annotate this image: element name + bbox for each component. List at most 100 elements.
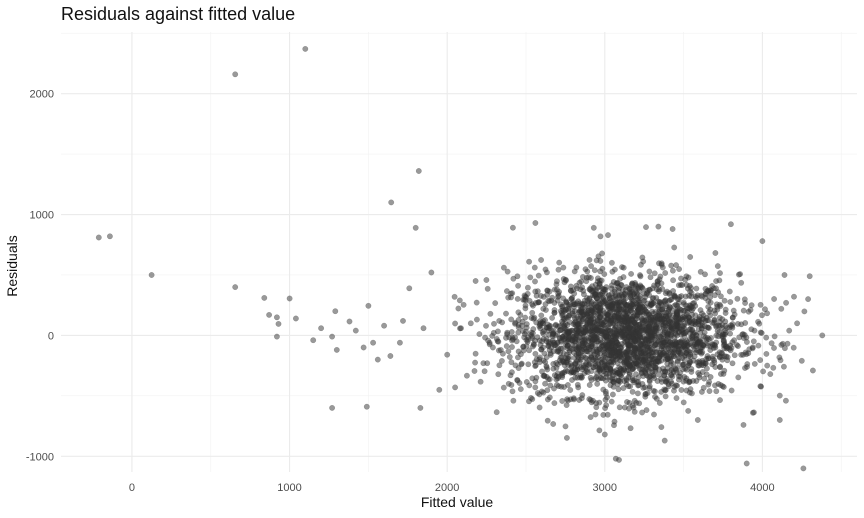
- data-point: [550, 365, 557, 372]
- data-point: [275, 320, 282, 327]
- data-point: [626, 371, 633, 378]
- x-axis-label: Fitted value: [420, 494, 494, 510]
- data-point: [677, 349, 684, 356]
- data-point: [714, 263, 721, 270]
- data-point: [748, 326, 755, 333]
- data-point: [751, 360, 758, 367]
- data-point: [674, 357, 681, 364]
- data-point: [599, 265, 606, 272]
- x-tick-label: 1000: [277, 482, 301, 494]
- data-point: [559, 398, 566, 404]
- data-point: [604, 394, 610, 401]
- data-point: [691, 318, 698, 325]
- data-point: [608, 342, 615, 349]
- data-point: [529, 396, 536, 403]
- data-point: [615, 377, 622, 384]
- data-point: [738, 279, 745, 286]
- data-point: [603, 402, 610, 409]
- data-point: [760, 368, 767, 375]
- data-point: [563, 434, 570, 441]
- data-point: [712, 382, 718, 389]
- data-point: [551, 286, 558, 293]
- data-point: [722, 331, 728, 338]
- data-point: [642, 294, 649, 300]
- data-point: [683, 338, 690, 344]
- x-tick-label: 0: [129, 482, 135, 494]
- data-point: [310, 337, 317, 344]
- data-point: [651, 411, 657, 418]
- y-axis-label: Residuals: [4, 235, 20, 297]
- grid-lines: [61, 32, 857, 472]
- data-point: [627, 342, 634, 349]
- data-point: [669, 373, 676, 380]
- data-point: [436, 386, 443, 393]
- data-point: [524, 284, 531, 291]
- data-point: [628, 305, 634, 312]
- data-point: [589, 283, 596, 290]
- data-point: [621, 318, 628, 325]
- data-point: [508, 329, 515, 335]
- data-point: [507, 372, 514, 379]
- data-point: [669, 267, 676, 274]
- data-point: [641, 367, 648, 374]
- data-point: [632, 338, 639, 345]
- data-point: [680, 323, 687, 329]
- data-point: [570, 395, 577, 402]
- data-point: [527, 274, 534, 281]
- data-point: [735, 374, 742, 381]
- data-point: [477, 378, 484, 385]
- data-point: [727, 221, 734, 228]
- data-point: [493, 335, 500, 342]
- data-point: [586, 382, 593, 388]
- data-point: [805, 296, 812, 303]
- data-point: [639, 409, 646, 416]
- data-point: [756, 320, 763, 327]
- data-point: [564, 368, 571, 375]
- data-point: [542, 266, 549, 273]
- data-point: [456, 297, 463, 304]
- data-point: [633, 371, 639, 378]
- data-point: [538, 257, 545, 263]
- data-point: [518, 360, 525, 367]
- data-point: [671, 383, 678, 390]
- data-point: [682, 276, 689, 283]
- data-point: [747, 306, 754, 313]
- data-point: [611, 422, 617, 429]
- data-point: [536, 404, 543, 411]
- data-point: [497, 347, 504, 353]
- data-point: [682, 293, 689, 300]
- data-point: [587, 414, 594, 421]
- data-point: [370, 339, 377, 346]
- data-point: [346, 318, 353, 325]
- data-point: [697, 340, 703, 347]
- data-point: [664, 360, 671, 367]
- data-point: [522, 305, 529, 312]
- data-point: [705, 381, 712, 388]
- data-point: [735, 271, 742, 278]
- data-point: [545, 331, 552, 338]
- data-point: [644, 390, 651, 397]
- data-point: [717, 382, 724, 389]
- data-point: [605, 347, 612, 354]
- data-point: [601, 358, 608, 365]
- data-point: [656, 286, 663, 293]
- data-point: [661, 437, 668, 444]
- data-point: [717, 270, 723, 277]
- data-point: [540, 293, 547, 300]
- data-point: [572, 360, 579, 367]
- data-point: [570, 287, 577, 294]
- data-point: [621, 358, 628, 365]
- data-point: [706, 388, 713, 395]
- data-point: [620, 274, 627, 281]
- data-point: [467, 320, 474, 327]
- data-point: [476, 331, 483, 338]
- data-point: [509, 388, 516, 395]
- data-point: [400, 317, 406, 324]
- data-point: [621, 404, 628, 411]
- data-point: [557, 349, 564, 356]
- data-point: [531, 264, 538, 271]
- data-point: [764, 362, 771, 369]
- data-point: [493, 409, 500, 416]
- data-point: [595, 292, 602, 299]
- data-point: [232, 284, 239, 291]
